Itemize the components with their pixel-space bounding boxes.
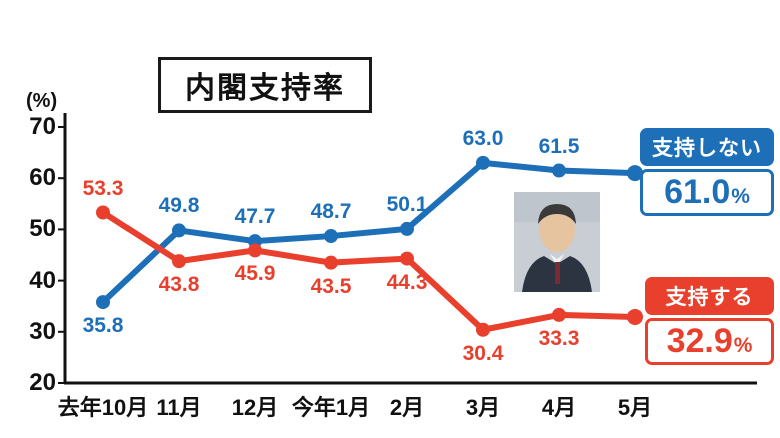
y-tick-label: 30 xyxy=(29,317,56,345)
point-label: 61.5 xyxy=(538,134,580,158)
approve-value-box: 32.9% xyxy=(645,318,774,366)
disapprove-value: 61.0 xyxy=(664,173,731,211)
point-label: 48.7 xyxy=(310,200,352,224)
data-point xyxy=(96,205,110,220)
y-tick-label: 60 xyxy=(29,164,56,192)
data-point xyxy=(552,163,566,178)
x-tick-label: 11月 xyxy=(156,395,202,420)
data-point xyxy=(627,308,643,325)
x-tick-label: 3月 xyxy=(465,395,501,420)
data-point xyxy=(324,255,338,270)
data-point xyxy=(476,155,490,170)
x-tick-label: 4月 xyxy=(541,395,577,420)
y-axis-unit-label: (%) xyxy=(26,90,58,112)
data-point xyxy=(400,221,414,236)
disapprove-value-box: 61.0% xyxy=(640,169,774,217)
approve-percent-sign: % xyxy=(733,334,753,357)
point-label: 45.9 xyxy=(234,262,276,286)
point-label: 53.3 xyxy=(82,176,124,200)
series-line xyxy=(100,159,638,306)
point-label: 35.8 xyxy=(82,314,124,338)
chart-title-text: 内閣支持率 xyxy=(185,72,345,105)
data-point xyxy=(248,243,262,258)
point-label: 44.3 xyxy=(386,270,428,294)
chart-title: 内閣支持率 xyxy=(158,57,372,113)
x-tick-label: 12月 xyxy=(231,395,279,420)
point-label: 47.7 xyxy=(234,205,276,229)
approve-label: 支持する xyxy=(645,277,774,315)
x-tick-label: 5月 xyxy=(617,395,653,420)
data-point xyxy=(172,223,186,238)
disapprove-legend: 支持しない 61.0% xyxy=(640,128,774,217)
x-tick-label: 2月 xyxy=(389,395,425,420)
point-label: 50.1 xyxy=(386,192,428,216)
y-tick-label: 70 xyxy=(29,113,56,140)
data-point xyxy=(476,322,490,337)
point-label: 30.4 xyxy=(462,341,504,365)
point-label: 33.3 xyxy=(538,326,580,350)
x-tick-label: 今年1月 xyxy=(291,395,371,420)
data-point xyxy=(96,295,110,310)
y-tick-label: 40 xyxy=(29,266,56,294)
data-point xyxy=(324,229,338,244)
politician-portrait-graphic xyxy=(514,192,600,292)
data-point xyxy=(400,251,414,266)
disapprove-label: 支持しない xyxy=(640,128,774,166)
y-tick-label: 50 xyxy=(29,215,56,243)
approve-legend: 支持する 32.9% xyxy=(645,277,774,366)
point-label: 43.5 xyxy=(310,274,352,298)
y-tick-label: 20 xyxy=(29,369,56,396)
politician-photo xyxy=(514,192,600,292)
x-tick-label: 去年10月 xyxy=(57,395,149,420)
series-line xyxy=(100,209,638,333)
point-label: 43.8 xyxy=(158,273,200,297)
data-point xyxy=(172,254,186,269)
data-point xyxy=(627,165,643,182)
disapprove-percent-sign: % xyxy=(731,185,750,208)
point-label: 49.8 xyxy=(158,194,200,218)
point-label: 63.0 xyxy=(462,126,504,150)
data-point xyxy=(552,307,566,322)
approve-value: 32.9 xyxy=(666,322,733,360)
